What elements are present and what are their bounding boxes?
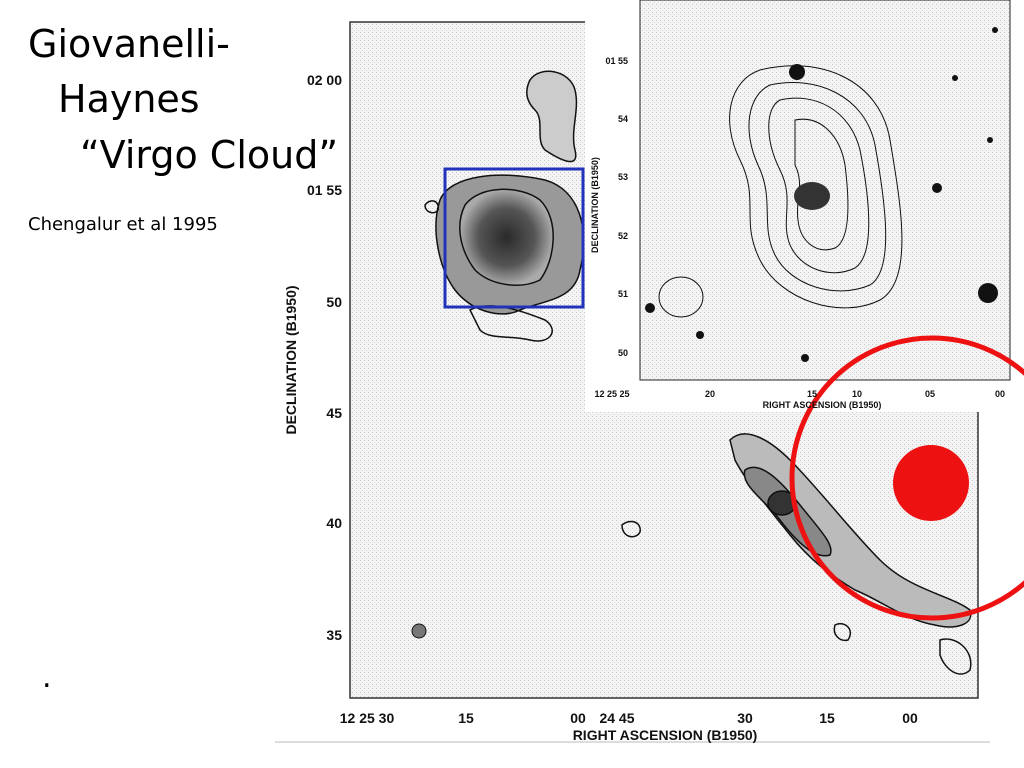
title-line: Haynes	[58, 77, 200, 121]
inset-x-label: RIGHT ASCENSION (B1950)	[763, 400, 882, 410]
red-dot	[893, 445, 969, 521]
inset-x-tick: 10	[852, 389, 862, 399]
title-line: “Virgo Cloud”	[80, 133, 339, 177]
inset-x-tick: 12 25 25	[594, 389, 629, 399]
main-y-tick: 40	[326, 515, 342, 531]
inset-y-tick: 52	[618, 231, 628, 241]
inset-galaxy	[794, 182, 830, 210]
highlight-box	[443, 167, 585, 309]
main-y-tick: 01 55	[307, 182, 342, 198]
main-x-tick: 00	[902, 710, 918, 726]
main-x-tick: 15	[458, 710, 474, 726]
main-x-tick: 00	[570, 710, 586, 726]
main-y-tick: 45	[326, 405, 342, 421]
main-x-tick: 24 45	[599, 710, 634, 726]
inset-y-tick: 01 55	[605, 56, 628, 66]
main-x-tick: 30	[737, 710, 753, 726]
inset-y-tick: 53	[618, 172, 628, 182]
main-x-tick: 15	[819, 710, 835, 726]
citation: Chengalur et al 1995	[28, 214, 218, 235]
inset-x-tick: 20	[705, 389, 715, 399]
inset-x-tick: 00	[995, 389, 1005, 399]
inset-stars	[645, 27, 998, 362]
inset-y-tick: 51	[618, 289, 628, 299]
main-y-tick: 35	[326, 627, 342, 643]
red-ring	[789, 335, 1024, 621]
inset-y-label: DECLINATION (B1950)	[590, 157, 600, 253]
main-blob	[411, 623, 427, 639]
main-y-tick: 50	[326, 294, 342, 310]
inset-x-tick: 05	[925, 389, 935, 399]
inset-x-tick: 15	[807, 389, 817, 399]
bullet: .	[42, 660, 52, 695]
main-y-tick: 02 00	[307, 72, 342, 88]
main-y-label: DECLINATION (B1950)	[283, 285, 299, 434]
main-x-label: RIGHT ASCENSION (B1950)	[573, 727, 758, 743]
inset-y-tick: 50	[618, 348, 628, 358]
title-line: Giovanelli-	[28, 22, 230, 66]
inset-y-tick: 54	[618, 114, 628, 124]
main-x-tick: 12 25 30	[340, 710, 395, 726]
